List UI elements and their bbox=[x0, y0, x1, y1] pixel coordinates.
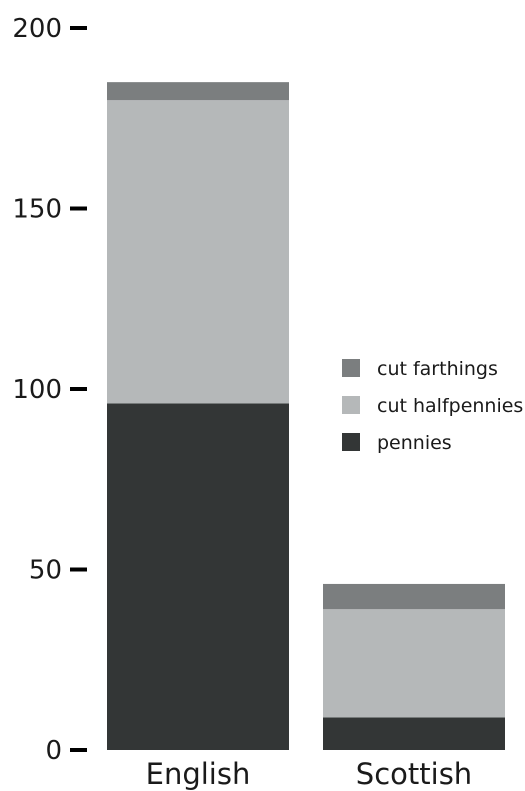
legend: cut farthings cut halfpennies pennies bbox=[342, 358, 523, 454]
bar-segment-english-cut-farthings bbox=[107, 82, 289, 101]
x-category-label: English bbox=[146, 757, 251, 791]
x-axis: English Scottish bbox=[146, 757, 473, 791]
y-tick-mark bbox=[70, 567, 87, 572]
x-category-label: Scottish bbox=[356, 757, 472, 791]
bar-segment-english-cut-halfpennies bbox=[107, 100, 289, 404]
y-tick-label: 50 bbox=[29, 556, 62, 586]
y-axis: 0 50 100 150 200 bbox=[12, 14, 87, 766]
y-tick-label: 150 bbox=[12, 195, 62, 225]
bars bbox=[107, 82, 505, 750]
legend-label: cut farthings bbox=[377, 358, 498, 380]
y-tick-label: 0 bbox=[45, 736, 62, 766]
y-tick-label: 200 bbox=[12, 14, 62, 44]
legend-label: cut halfpennies bbox=[377, 395, 523, 417]
y-tick-label: 100 bbox=[12, 375, 62, 405]
legend-label: pennies bbox=[377, 432, 452, 454]
y-tick-mark bbox=[70, 26, 87, 30]
bar-segment-scottish-cut-halfpennies bbox=[323, 609, 505, 718]
legend-swatch bbox=[342, 433, 360, 451]
bar-segment-english-pennies bbox=[107, 403, 289, 750]
legend-swatch bbox=[342, 359, 360, 377]
y-tick-mark bbox=[70, 748, 87, 752]
bar-segment-scottish-pennies bbox=[323, 717, 505, 750]
bar-segment-scottish-cut-farthings bbox=[323, 583, 505, 610]
y-tick-mark bbox=[70, 387, 87, 391]
y-tick-mark bbox=[70, 206, 87, 211]
legend-swatch bbox=[342, 396, 360, 414]
